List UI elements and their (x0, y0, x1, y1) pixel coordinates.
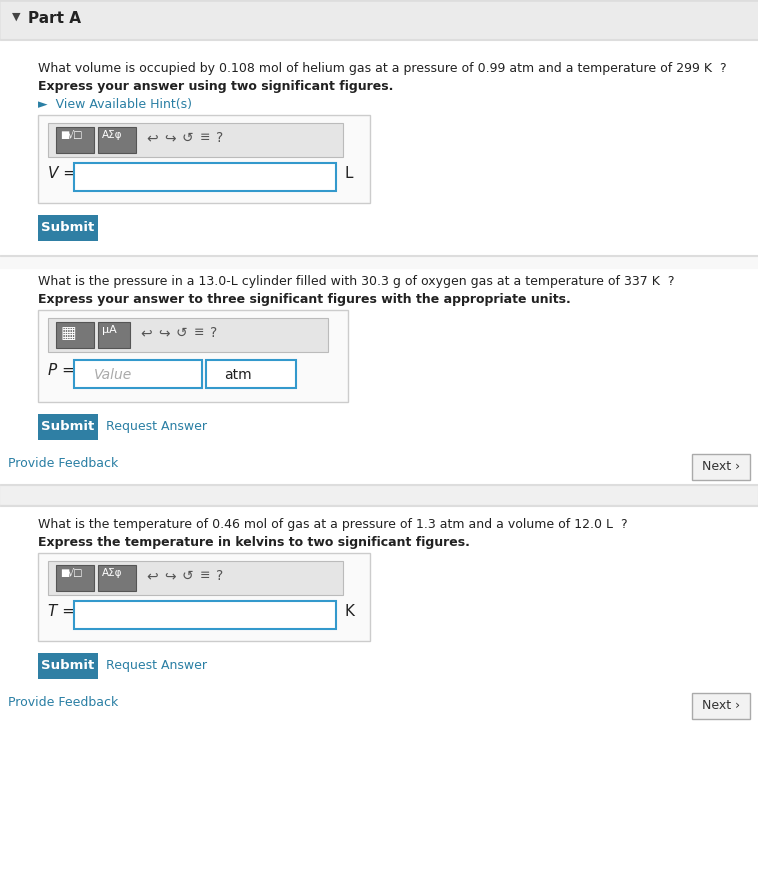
Text: Submit: Submit (42, 659, 95, 671)
Text: √□: √□ (68, 130, 83, 139)
Bar (98, 566, 136, 591)
Text: What volume is occupied by 0.108 mol of helium gas at a pressure of 0.99 atm and: What volume is occupied by 0.108 mol of … (38, 62, 727, 75)
Bar (56, 323, 94, 348)
Bar (692, 454, 750, 481)
Bar (0, 0, 758, 2)
Text: Submit: Submit (42, 221, 95, 234)
Bar (56, 566, 94, 591)
Text: L: L (344, 166, 352, 181)
Bar (0, 41, 758, 290)
Bar (38, 216, 98, 242)
Bar (74, 360, 202, 389)
Bar (206, 360, 296, 389)
Text: V =: V = (48, 166, 76, 181)
Text: ▼: ▼ (12, 12, 20, 22)
Text: ≡: ≡ (200, 568, 211, 581)
Text: Request Answer: Request Answer (106, 419, 207, 432)
Bar (0, 2, 758, 40)
Bar (0, 486, 758, 505)
Bar (0, 256, 758, 257)
Text: Provide Feedback: Provide Feedback (8, 695, 118, 709)
Text: atm: atm (224, 367, 252, 381)
Text: μA: μA (102, 324, 117, 335)
Text: AΣφ: AΣφ (102, 130, 123, 139)
Bar (38, 553, 370, 641)
Bar (0, 257, 758, 268)
Bar (0, 505, 758, 506)
Text: P =: P = (48, 362, 75, 378)
Text: √□: √□ (68, 567, 83, 577)
Text: ↪: ↪ (158, 325, 170, 339)
Text: Value: Value (94, 367, 132, 381)
Text: ↺: ↺ (182, 568, 193, 582)
Text: Express your answer using two significant figures.: Express your answer using two significan… (38, 80, 393, 93)
Text: ▦: ▦ (60, 324, 76, 342)
Bar (74, 602, 336, 630)
Text: ►  View Available Hint(s): ► View Available Hint(s) (38, 98, 192, 111)
Text: Express the temperature in kelvins to two significant figures.: Express the temperature in kelvins to tw… (38, 535, 470, 548)
Text: AΣφ: AΣφ (102, 567, 123, 577)
Text: What is the temperature of 0.46 mol of gas at a pressure of 1.3 atm and a volume: What is the temperature of 0.46 mol of g… (38, 517, 628, 531)
Bar (56, 128, 94, 153)
Text: ↪: ↪ (164, 568, 176, 582)
Text: Express your answer to three significant figures with the appropriate units.: Express your answer to three significant… (38, 293, 571, 306)
Text: T =: T = (48, 603, 75, 618)
Text: Next ›: Next › (702, 698, 740, 711)
Text: ↺: ↺ (176, 325, 188, 339)
Bar (48, 318, 328, 353)
Bar (0, 484, 758, 486)
Bar (48, 124, 343, 158)
Bar (0, 40, 758, 41)
Text: ↪: ↪ (164, 131, 176, 145)
Text: Request Answer: Request Answer (106, 659, 207, 671)
Text: ↩: ↩ (146, 131, 158, 145)
Text: ↩: ↩ (140, 325, 152, 339)
Bar (38, 415, 98, 440)
Bar (38, 653, 98, 679)
Bar (74, 164, 336, 192)
Text: Submit: Submit (42, 419, 95, 432)
Text: ≡: ≡ (200, 131, 211, 144)
Text: ?: ? (216, 568, 224, 582)
Text: ■: ■ (60, 567, 69, 577)
Bar (98, 128, 136, 153)
Text: ≡: ≡ (194, 325, 205, 339)
Text: K: K (344, 603, 354, 618)
Text: What is the pressure in a 13.0-L cylinder filled with 30.3 g of oxygen gas at a : What is the pressure in a 13.0-L cylinde… (38, 275, 675, 288)
Bar (692, 693, 750, 719)
Bar (38, 310, 348, 403)
Text: Provide Feedback: Provide Feedback (8, 457, 118, 469)
Text: ↺: ↺ (182, 131, 193, 145)
Bar (98, 323, 130, 348)
Bar (48, 561, 343, 595)
Text: Next ›: Next › (702, 460, 740, 473)
Text: ?: ? (210, 325, 218, 339)
Text: ■: ■ (60, 130, 69, 139)
Text: Part A: Part A (28, 11, 81, 26)
Bar (38, 116, 370, 203)
Text: ?: ? (216, 131, 224, 145)
Text: ↩: ↩ (146, 568, 158, 582)
